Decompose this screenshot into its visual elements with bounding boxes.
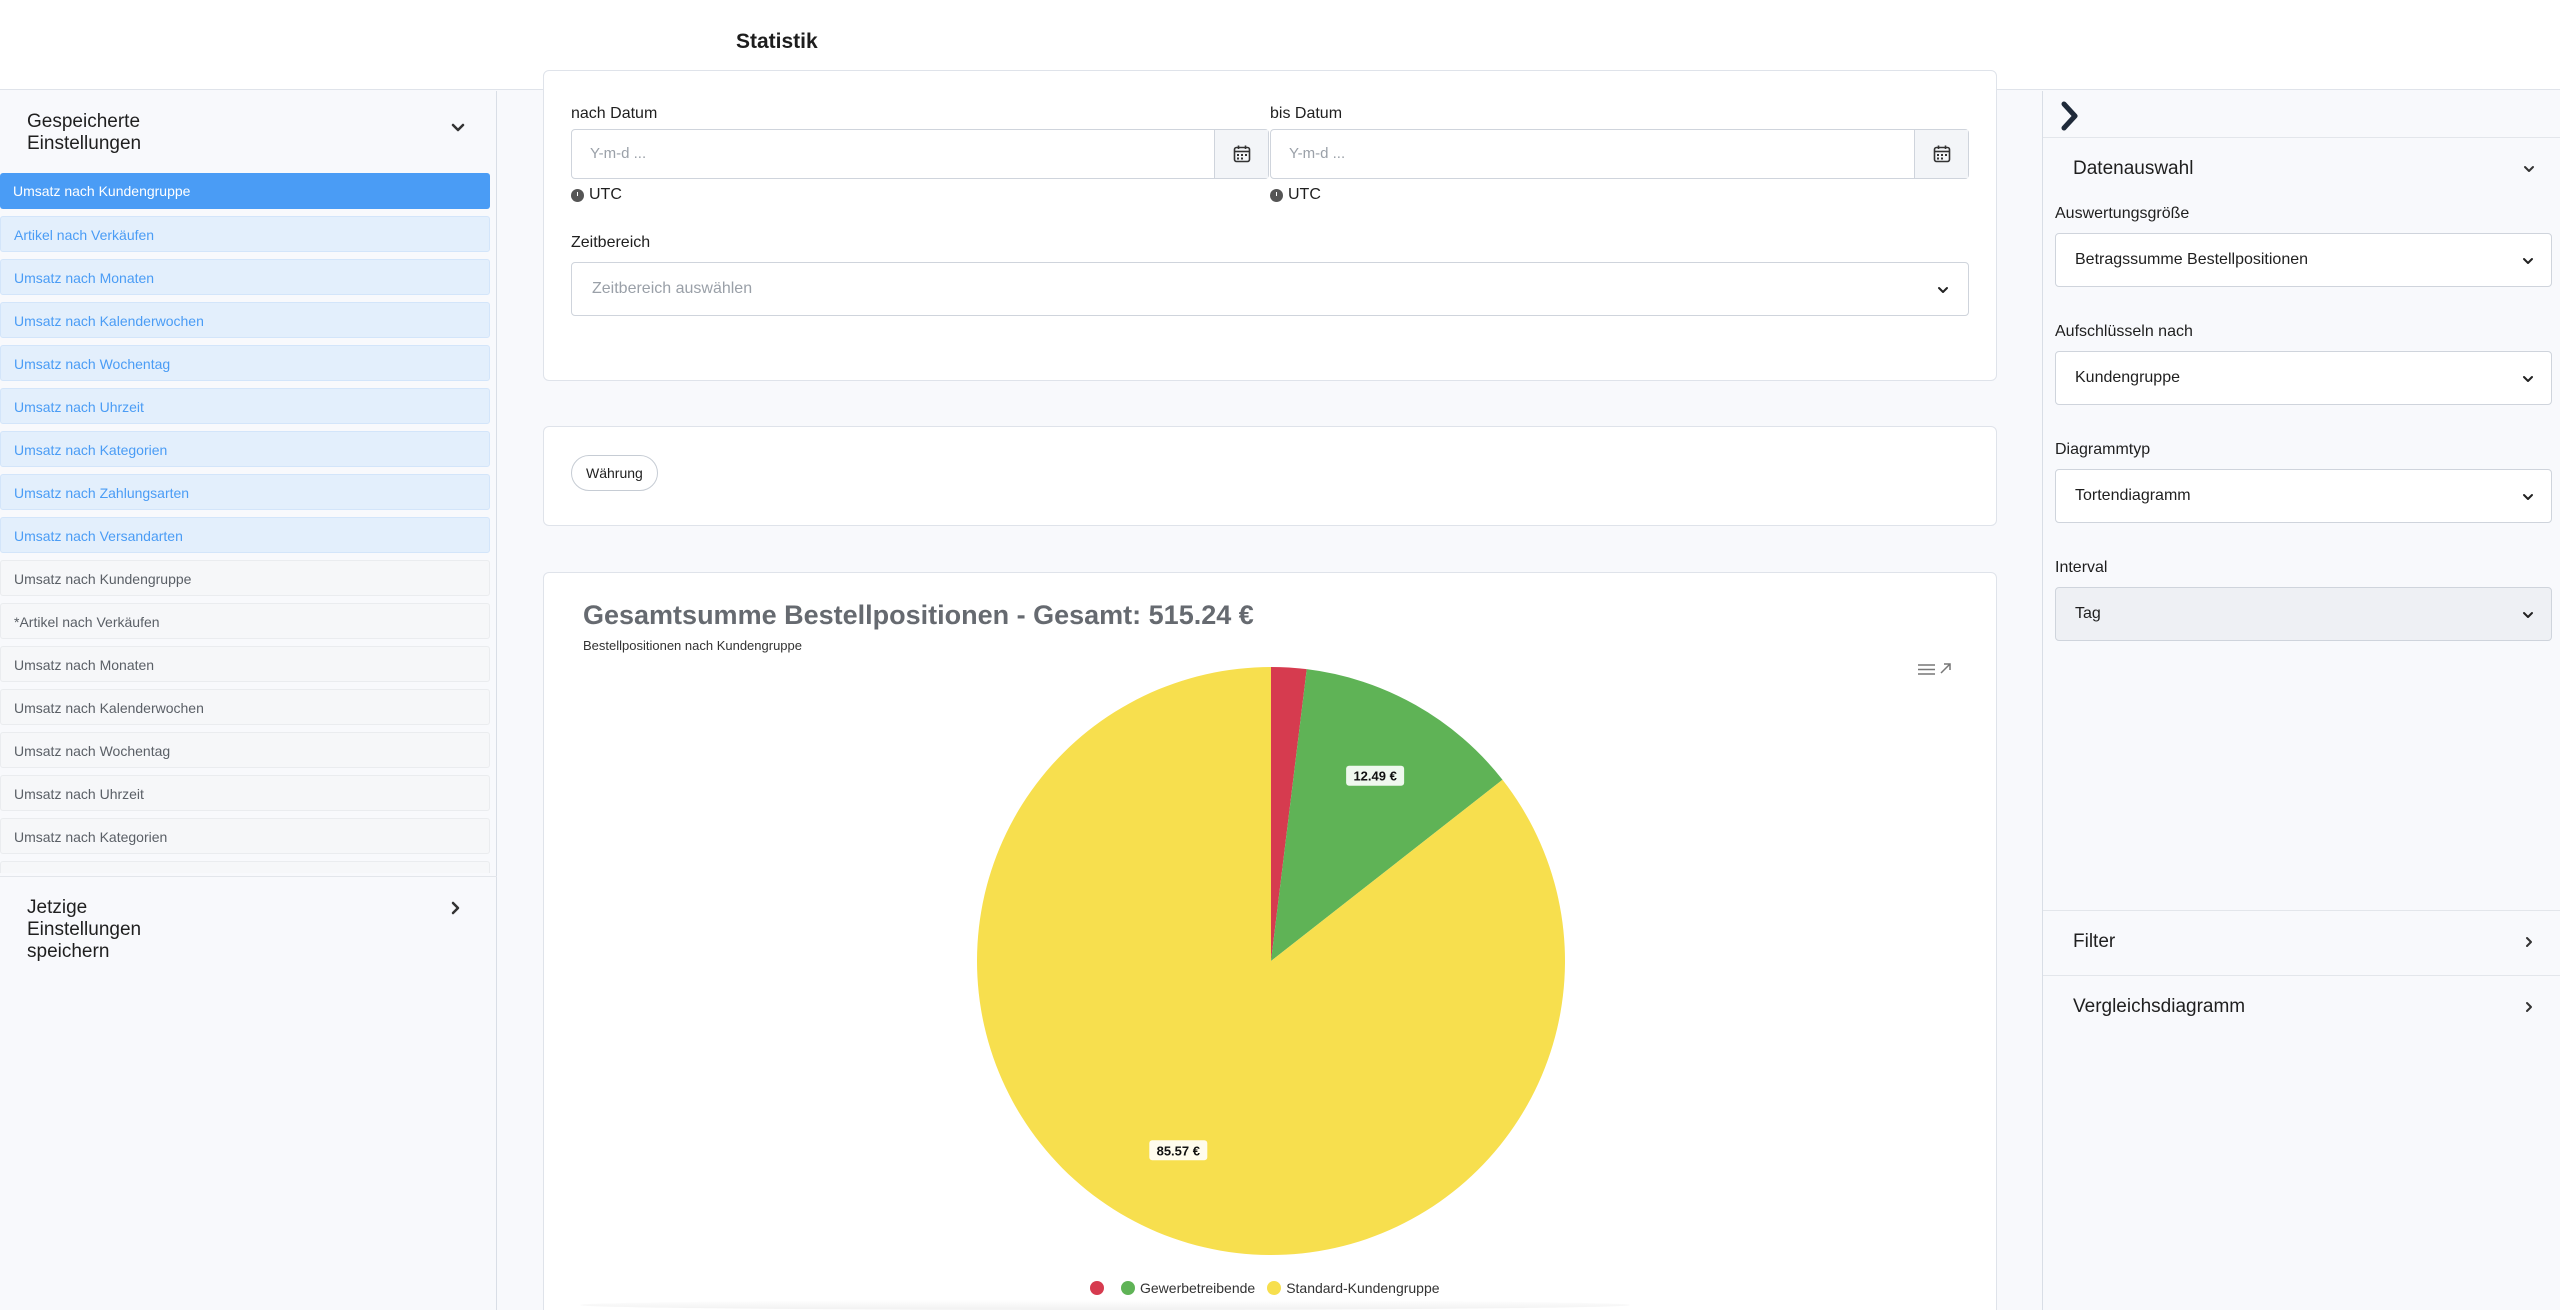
pie-chart: 12.49 € 85.57 € — [977, 667, 1565, 1255]
chevron-right-icon[interactable] — [2057, 99, 2083, 133]
saved-setting-item[interactable]: Umsatz nach Zahlungsarten — [0, 474, 490, 510]
chevron-down-icon — [2524, 166, 2534, 172]
compare-section-header[interactable]: Vergleichsdiagramm — [2043, 975, 2560, 1037]
saved-setting-item[interactable]: Artikel nach Verkäufen — [0, 216, 490, 252]
chevron-down-icon — [2523, 258, 2533, 264]
chevron-down-icon — [2523, 612, 2533, 618]
currency-button[interactable]: Währung — [571, 455, 658, 491]
saved-setting-item[interactable]: Umsatz nach Monaten — [0, 646, 490, 682]
data-selection-header[interactable]: Datenauswahl — [2043, 137, 2560, 199]
saved-settings-sidebar: Gespeicherte Einstellungen Umsatz nach K… — [0, 91, 497, 1310]
saved-settings-title: Gespeicherte Einstellungen — [27, 111, 142, 154]
chart-title: Gesamtsumme Bestellpositionen - Gesamt: … — [583, 600, 1254, 630]
pie-data-label: 12.49 € — [1346, 765, 1405, 786]
saved-setting-item[interactable]: Umsatz nach Zahlungsarten — [0, 861, 490, 873]
saved-setting-item[interactable]: Umsatz nach Kalenderwochen — [0, 689, 490, 725]
pie-data-label-text: 85.57 € — [1157, 1143, 1200, 1158]
legend-label: Gewerbetreibende — [1140, 1280, 1256, 1296]
interval-label: Interval — [2055, 559, 2108, 576]
from-timezone-label: UTC — [589, 186, 622, 203]
range-placeholder: Zeitbereich auswählen — [592, 280, 753, 297]
from-date-placeholder: Y-m-d ... — [590, 145, 647, 162]
saved-setting-item[interactable]: Umsatz nach Wochentag — [0, 732, 490, 768]
legend-item[interactable] — [1090, 1281, 1109, 1295]
chevron-down-icon[interactable] — [449, 119, 467, 137]
chart-subtitle: Bestellpositionen nach Kundengruppe — [583, 638, 803, 653]
legend-item[interactable]: Standard-Kundengruppe — [1267, 1280, 1440, 1296]
settings-panel: Datenauswahl Auswertungsgröße Betragssum… — [2042, 91, 2560, 1310]
to-date-field[interactable]: Y-m-d ... — [1270, 129, 1969, 179]
chevron-right-icon — [2526, 937, 2532, 947]
saved-setting-item[interactable]: Umsatz nach Kategorien — [0, 431, 490, 467]
pie-data-label-text: 12.49 € — [1353, 769, 1396, 784]
chevron-down-icon — [2523, 494, 2533, 500]
clock-icon — [571, 188, 584, 202]
chevron-right-icon[interactable] — [448, 901, 462, 915]
from-date-field[interactable]: Y-m-d ... — [571, 129, 1269, 179]
saved-settings-header[interactable]: Gespeicherte Einstellungen — [27, 111, 467, 155]
breakdown-select[interactable]: Kundengruppe — [2055, 351, 2552, 405]
saved-setting-item[interactable]: Umsatz nach Versandarten — [0, 517, 490, 553]
saved-setting-item[interactable]: Umsatz nach Monaten — [0, 259, 490, 295]
saved-setting-item[interactable]: Umsatz nach Wochentag — [0, 345, 490, 381]
legend-item[interactable]: Gewerbetreibende — [1121, 1280, 1255, 1296]
chevron-down-icon — [1938, 287, 1948, 293]
charttype-label: Diagrammtyp — [2055, 441, 2151, 458]
compare-section-title: Vergleichsdiagramm — [2073, 996, 2246, 1017]
saved-setting-item[interactable]: *Artikel nach Verkäufen — [0, 603, 490, 639]
calendar-icon[interactable] — [1914, 130, 1968, 178]
to-timezone: UTC — [1270, 186, 1321, 204]
saved-setting-item[interactable]: Umsatz nach Kundengruppe — [0, 173, 490, 209]
date-filter-card — [543, 70, 1997, 381]
filter-section-title: Filter — [2073, 931, 2116, 952]
to-date-placeholder: Y-m-d ... — [1289, 145, 1346, 162]
saved-setting-item[interactable]: Umsatz nach Uhrzeit — [0, 775, 490, 811]
legend-marker — [1121, 1281, 1135, 1295]
measure-value: Betragssumme Bestellpositionen — [2075, 251, 2309, 268]
currency-card — [543, 426, 1997, 526]
chevron-right-icon — [2526, 1002, 2532, 1012]
legend-label: Standard-Kundengruppe — [1286, 1280, 1440, 1296]
pie-slice[interactable] — [977, 667, 1565, 1255]
save-current-label: Jetzige Einstellungen speichern — [27, 897, 142, 962]
page-title: Statistik — [736, 30, 818, 53]
pie-data-label: 85.57 € — [1149, 1140, 1208, 1161]
from-timezone: UTC — [571, 186, 622, 204]
saved-setting-item[interactable]: Umsatz nach Kategorien — [0, 818, 490, 854]
breakdown-value: Kundengruppe — [2075, 369, 2180, 386]
legend-marker — [1267, 1281, 1282, 1295]
charttype-select[interactable]: Tortendiagramm — [2055, 469, 2552, 523]
card-shadow — [580, 1300, 1630, 1310]
pie-slice[interactable] — [1271, 667, 1307, 961]
chevron-down-icon — [2523, 376, 2533, 382]
range-label: Zeitbereich — [571, 234, 651, 251]
range-select[interactable]: Zeitbereich auswählen — [571, 262, 1969, 316]
to-date-label: bis Datum — [1270, 105, 1343, 122]
saved-setting-item[interactable]: Umsatz nach Uhrzeit — [0, 388, 490, 424]
legend-marker — [1090, 1281, 1104, 1295]
filter-section-header[interactable]: Filter — [2043, 910, 2560, 972]
saved-setting-item[interactable]: Umsatz nach Kundengruppe — [0, 560, 490, 596]
breakdown-label: Aufschlüsseln nach — [2055, 323, 2193, 340]
interval-select[interactable]: Tag — [2055, 587, 2552, 641]
to-timezone-label: UTC — [1288, 186, 1321, 203]
saved-setting-item[interactable]: Umsatz nach Kalenderwochen — [0, 302, 490, 338]
charttype-value: Tortendiagramm — [2075, 487, 2191, 504]
pie-slice[interactable] — [1271, 669, 1503, 961]
save-current-settings[interactable]: Jetzige Einstellungen speichern — [0, 876, 497, 976]
clock-icon — [1270, 188, 1283, 202]
saved-settings-list: Umsatz nach Kundengruppe Artikel nach Ver… — [0, 173, 490, 873]
calendar-icon[interactable] — [1214, 130, 1268, 178]
measure-label: Auswertungsgröße — [2055, 205, 2190, 222]
chart-legend: Gewerbetreibende Standard-Kundengruppe — [1090, 1280, 1440, 1296]
measure-select[interactable]: Betragssumme Bestellpositionen — [2055, 233, 2552, 287]
data-selection-title: Datenauswahl — [2073, 158, 2194, 179]
interval-value: Tag — [2075, 605, 2101, 622]
chart-menu-icon[interactable] — [1917, 660, 1957, 678]
from-date-label: nach Datum — [571, 105, 658, 122]
